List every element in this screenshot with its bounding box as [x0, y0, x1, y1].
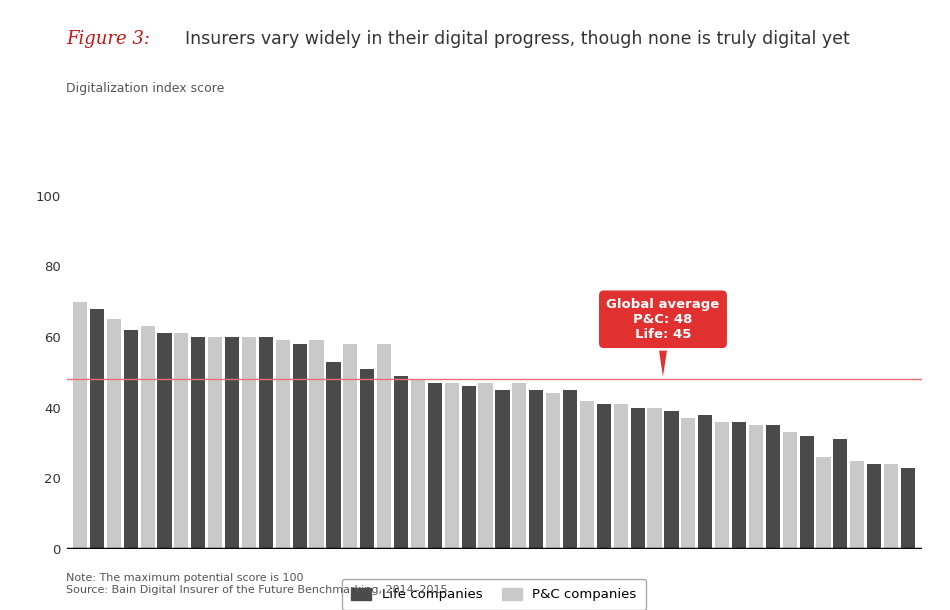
Bar	[833, 439, 847, 549]
Text: Digitalization index score: Digitalization index score	[66, 82, 225, 95]
Bar	[293, 344, 307, 549]
Bar	[850, 461, 864, 549]
Bar	[512, 383, 526, 549]
Bar	[580, 401, 594, 549]
Text: Global average
P&C: 48
Life: 45: Global average P&C: 48 Life: 45	[606, 298, 719, 376]
Legend: Life companies, P&C companies: Life companies, P&C companies	[342, 578, 646, 610]
Bar	[174, 334, 188, 549]
Text: Insurers vary widely in their digital progress, though none is truly digital yet: Insurers vary widely in their digital pr…	[185, 30, 850, 49]
Bar	[242, 337, 256, 549]
Bar	[208, 337, 222, 549]
Bar	[428, 383, 442, 549]
Bar	[410, 379, 425, 549]
Bar	[631, 407, 645, 549]
Bar	[124, 330, 138, 549]
Bar	[783, 432, 797, 549]
Bar	[141, 326, 155, 549]
Bar	[343, 344, 357, 549]
Bar	[276, 340, 290, 549]
Bar	[158, 334, 172, 549]
Bar	[715, 422, 730, 549]
Bar	[462, 386, 476, 549]
Bar	[732, 422, 746, 549]
Bar	[327, 362, 340, 549]
Bar	[106, 319, 121, 549]
Bar	[377, 344, 391, 549]
Bar	[563, 390, 578, 549]
Bar	[225, 337, 239, 549]
Bar	[191, 337, 205, 549]
Bar	[258, 337, 273, 549]
Bar	[614, 404, 628, 549]
Bar	[597, 404, 611, 549]
Bar	[90, 309, 104, 549]
Bar	[479, 383, 493, 549]
Bar	[884, 464, 898, 549]
Bar	[816, 457, 830, 549]
Bar	[310, 340, 324, 549]
Text: Note: The maximum potential score is 100
Source: Bain Digital Insurer of the Fut: Note: The maximum potential score is 100…	[66, 573, 448, 595]
Bar	[901, 468, 915, 549]
Bar	[867, 464, 882, 549]
Bar	[546, 393, 560, 549]
Bar	[495, 390, 509, 549]
Bar	[360, 368, 374, 549]
Bar	[529, 390, 543, 549]
Bar	[445, 383, 459, 549]
Bar	[766, 425, 780, 549]
Text: Figure 3:: Figure 3:	[66, 30, 150, 49]
Bar	[394, 376, 408, 549]
Bar	[681, 418, 695, 549]
Bar	[664, 411, 678, 549]
Bar	[648, 407, 661, 549]
Bar	[800, 436, 814, 549]
Bar	[749, 425, 763, 549]
Bar	[73, 301, 87, 549]
Bar	[698, 415, 712, 549]
